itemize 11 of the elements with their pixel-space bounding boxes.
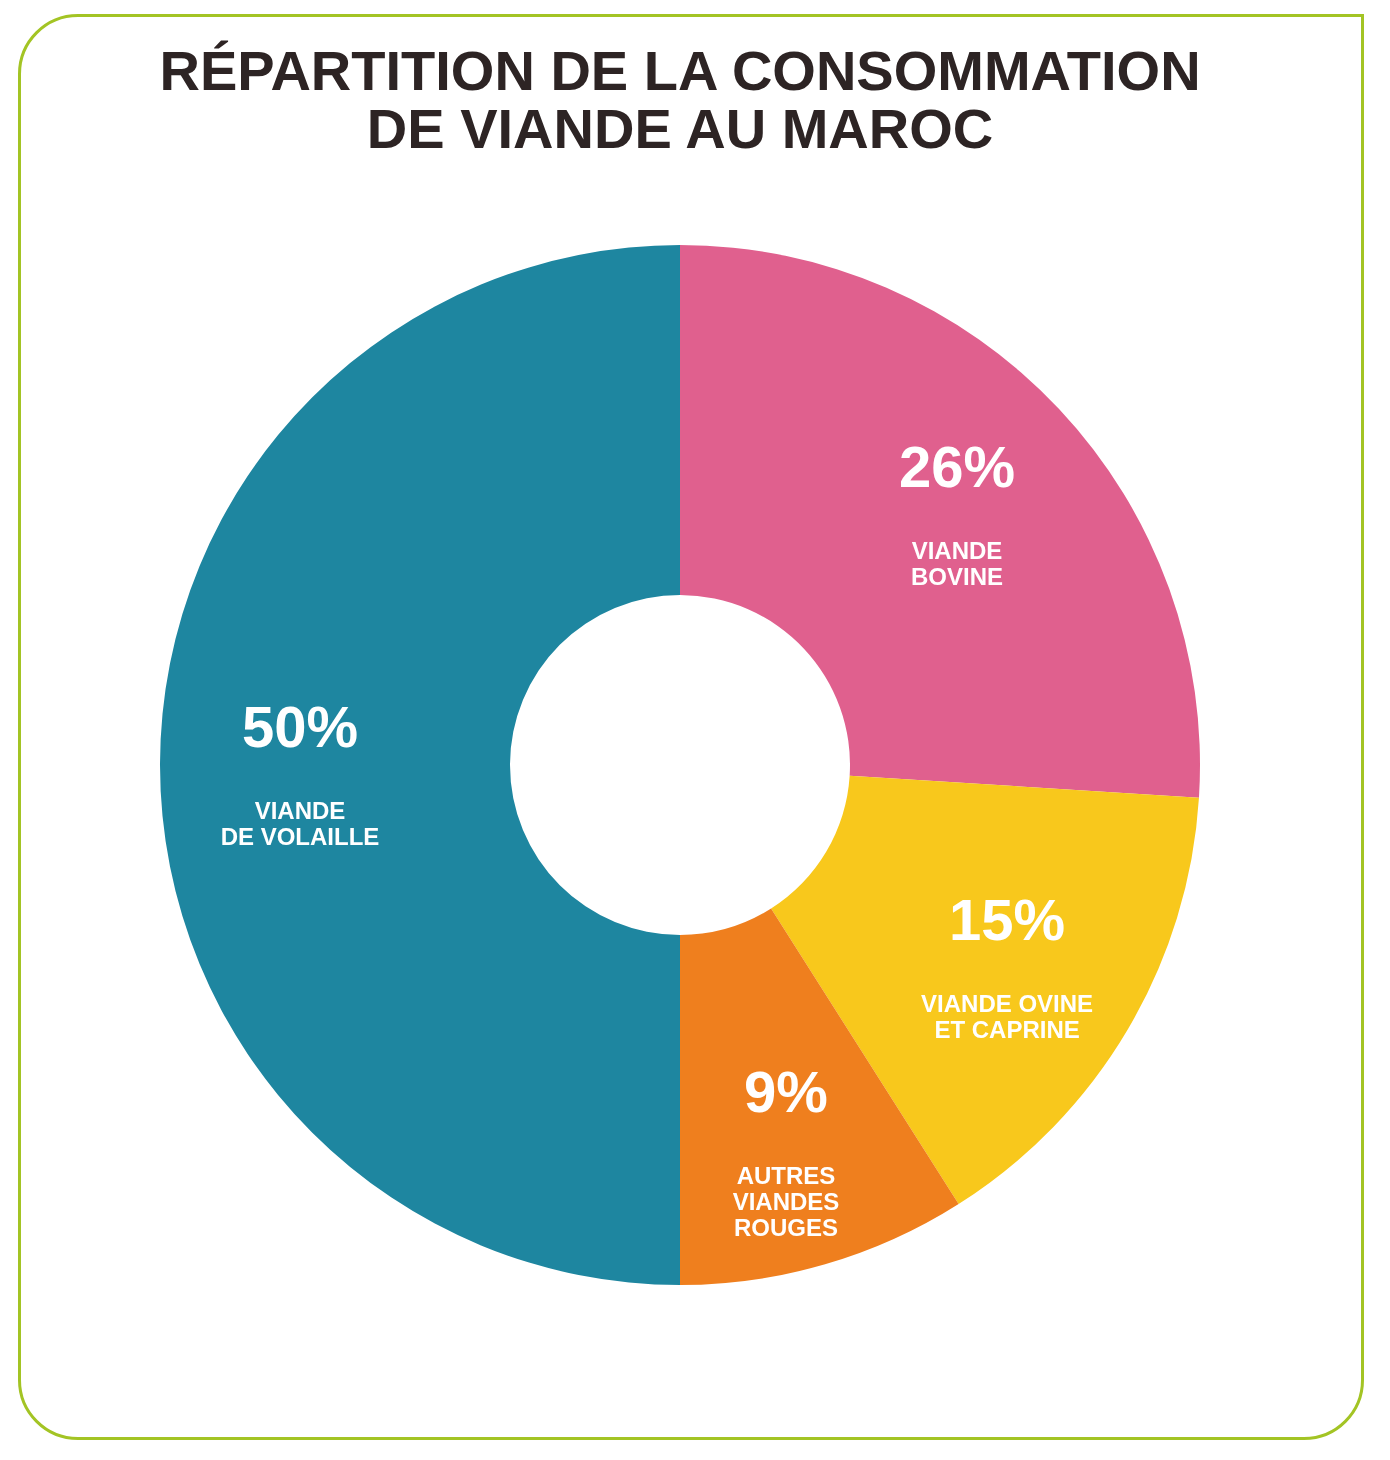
data-label: 26% — [898, 433, 1016, 499]
donut-slice — [161, 245, 680, 1285]
donut-slice — [680, 245, 1199, 798]
data-label: 9% — [744, 1058, 828, 1124]
slice-label: VIANDE BOVINE — [911, 536, 1004, 590]
data-label: 15% — [949, 887, 1066, 953]
slice-label: VIANDE OVINE ET CAPRINE — [921, 990, 1094, 1044]
chart-title: RÉPARTITION DE LA CONSOMMATION DE VIANDE AU MAROC — [159, 39, 1201, 160]
data-label: 50% — [241, 694, 359, 759]
slice-label: AUTRES VIANDES ROUGES — [732, 1161, 840, 1241]
slice-label: VIANDE DE VOLAILLE — [220, 797, 380, 850]
